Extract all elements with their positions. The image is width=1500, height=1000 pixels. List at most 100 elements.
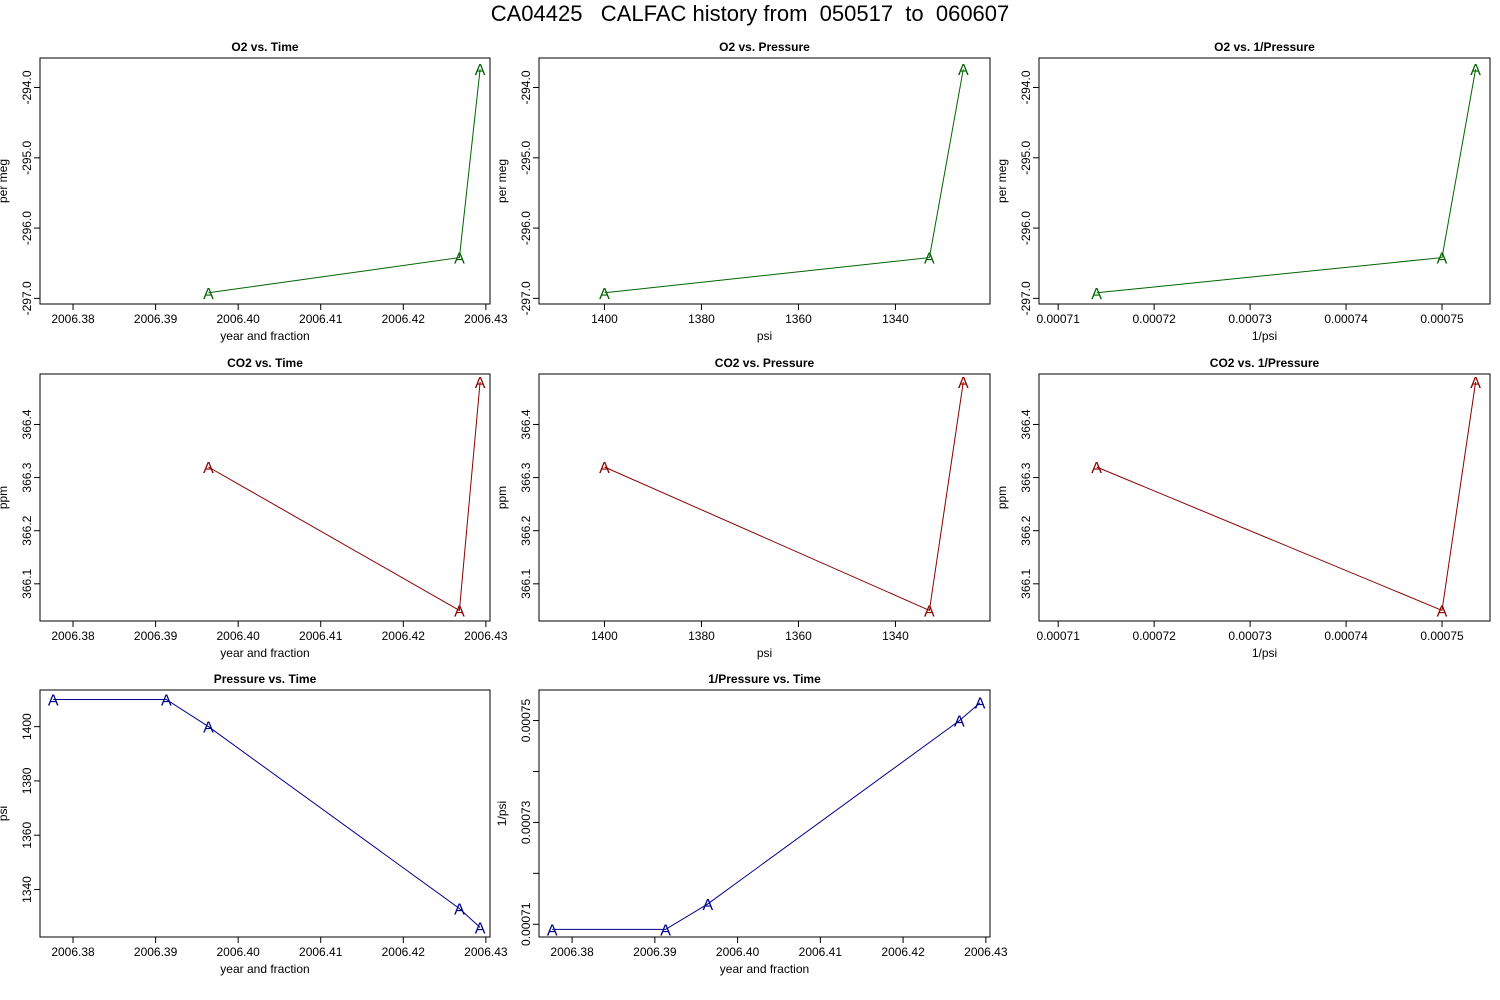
- chart-o2-vs-pressure-title: O2 vs. Pressure: [719, 40, 810, 54]
- chart-co2-vs-1-pressure: CO2 vs. 1/Pressure 1/psi ppm 0.00071 0.00072…: [995, 356, 1491, 660]
- chart-o2-vs-pressure-ylabel: per meg: [495, 159, 509, 203]
- chart-o2-vs-1-pressure-xtick-label: 0.00073: [1228, 312, 1272, 326]
- chart-co2-vs-time-xtick-label: 2006.42: [382, 629, 426, 643]
- chart-o2-vs-pressure-ytick-label: -294.0: [519, 70, 533, 104]
- chart-co2-vs-pressure-ytick-label: 366.4: [519, 409, 533, 439]
- chart-o2-vs-1-pressure-ytick-label: -296.0: [1019, 211, 1033, 245]
- chart-co2-vs-pressure-xtick-label: 1400: [591, 629, 618, 643]
- chart-o2-vs-pressure-xlabel: psi: [757, 329, 772, 343]
- chart-co2-vs-1-pressure-xtick-label: 0.00072: [1132, 629, 1176, 643]
- chart-co2-vs-1-pressure-xtick-label: 0.00071: [1036, 629, 1080, 643]
- chart-pressure-vs-time-point: A: [203, 720, 214, 737]
- chart-o2-vs-1-pressure-ytick-label: -294.0: [1019, 70, 1033, 104]
- chart-1-pressure-vs-time-frame: [538, 689, 991, 938]
- chart-o2-vs-pressure-xtick-label: 1360: [785, 312, 812, 326]
- chart-pressure-vs-time-ytick-label: 1340: [20, 876, 34, 903]
- chart-co2-vs-1-pressure-ytick-label: 366.4: [1019, 409, 1033, 439]
- chart-o2-vs-1-pressure-ylabel: per meg: [995, 159, 1009, 203]
- chart-pressure-vs-time-point: A: [454, 902, 465, 919]
- chart-1-pressure-vs-time-point: A: [954, 714, 965, 731]
- chart-co2-vs-1-pressure-ytick-label: 366.1: [1019, 568, 1033, 598]
- chart-co2-vs-pressure-point: A: [958, 375, 969, 392]
- chart-co2-vs-time-point: A: [203, 460, 214, 477]
- chart-co2-vs-1-pressure-xtick-label: 0.00075: [1420, 629, 1464, 643]
- chart-1-pressure-vs-time-ytick-label: 0.00075: [519, 699, 533, 743]
- chart-o2-vs-1-pressure-title: O2 vs. 1/Pressure: [1214, 40, 1315, 54]
- chart-co2-vs-time-xtick-label: 2006.40: [216, 629, 260, 643]
- chart-co2-vs-pressure-ytick-label: 366.3: [519, 462, 533, 492]
- chart-o2-vs-time-point: A: [454, 251, 465, 268]
- chart-1-pressure-vs-time-xtick-label: 2006.43: [964, 945, 1008, 959]
- chart-o2-vs-time-ytick-label: -296.0: [20, 211, 34, 245]
- chart-1-pressure-vs-time-xtick-label: 2006.39: [633, 945, 677, 959]
- chart-o2-vs-time-xtick-label: 2006.38: [51, 312, 95, 326]
- chart-co2-vs-1-pressure-point: A: [1470, 375, 1481, 392]
- chart-pressure-vs-time: Pressure vs. Time year and fraction psi 200…: [0, 672, 508, 976]
- chart-co2-vs-time-point: A: [454, 603, 465, 620]
- chart-o2-vs-time-xtick-label: 2006.42: [382, 312, 426, 326]
- chart-pressure-vs-time-ytick-label: 1400: [20, 713, 34, 740]
- chart-1-pressure-vs-time-xtick-label: 2006.38: [550, 945, 594, 959]
- chart-co2-vs-1-pressure-xtick-label: 0.00074: [1324, 629, 1368, 643]
- chart-o2-vs-1-pressure-point: A: [1470, 62, 1481, 79]
- chart-o2-vs-1-pressure-series-line: [1096, 69, 1477, 294]
- chart-o2-vs-time: O2 vs. Time year and fraction per meg 2006.…: [0, 40, 508, 343]
- chart-co2-vs-time: CO2 vs. Time year and fraction ppm 2006.38 2…: [0, 356, 508, 660]
- chart-o2-vs-1-pressure-xtick-label: 0.00071: [1036, 312, 1080, 326]
- chart-co2-vs-time-xtick-label: 2006.41: [299, 629, 343, 643]
- chart-o2-vs-pressure-ytick-label: -297.0: [519, 281, 533, 315]
- chart-1-pressure-vs-time-title: 1/Pressure vs. Time: [708, 672, 821, 686]
- chart-1-pressure-vs-time-ylabel: 1/psi: [495, 801, 509, 826]
- chart-co2-vs-pressure-series-line: [604, 381, 964, 612]
- chart-o2-vs-time-ytick-label: -295.0: [20, 140, 34, 174]
- chart-o2-vs-1-pressure-xtick-label: 0.00074: [1324, 312, 1368, 326]
- chart-pressure-vs-time-xtick-label: 2006.43: [464, 945, 508, 959]
- chart-1-pressure-vs-time-point: A: [975, 696, 986, 713]
- chart-pressure-vs-time-xtick-label: 2006.42: [382, 945, 426, 959]
- chart-o2-vs-time-point: A: [475, 62, 486, 79]
- chart-pressure-vs-time-xtick-label: 2006.38: [51, 945, 95, 959]
- chart-co2-vs-1-pressure-ytick-label: 366.2: [1019, 515, 1033, 545]
- chart-co2-vs-pressure-ylabel: ppm: [495, 486, 509, 509]
- chart-co2-vs-pressure-frame: [538, 373, 991, 622]
- chart-pressure-vs-time-ylabel: psi: [0, 806, 10, 821]
- page-title: CA04425 CALFAC history from 050517 to 06…: [490, 1, 1010, 26]
- chart-1-pressure-vs-time-ytick-label: 0.00073: [519, 800, 533, 844]
- chart-co2-vs-pressure-xtick-label: 1360: [785, 629, 812, 643]
- chart-o2-vs-pressure-point: A: [958, 62, 969, 79]
- chart-o2-vs-pressure-ytick-label: -295.0: [519, 140, 533, 174]
- chart-o2-vs-time-xtick-label: 2006.43: [464, 312, 508, 326]
- chart-o2-vs-1-pressure-ytick-label: -297.0: [1019, 281, 1033, 315]
- chart-co2-vs-1-pressure-xlabel: 1/psi: [1252, 646, 1277, 660]
- chart-co2-vs-1-pressure-series-line: [1096, 381, 1477, 612]
- chart-co2-vs-1-pressure-title: CO2 vs. 1/Pressure: [1210, 356, 1320, 370]
- chart-co2-vs-time-ylabel: ppm: [0, 486, 10, 509]
- chart-co2-vs-time-title: CO2 vs. Time: [227, 356, 303, 370]
- chart-co2-vs-pressure-point: A: [599, 460, 610, 477]
- chart-o2-vs-1-pressure-xtick-label: 0.00072: [1132, 312, 1176, 326]
- chart-pressure-vs-time-series-line: [53, 699, 481, 928]
- chart-o2-vs-1-pressure: O2 vs. 1/Pressure 1/psi per meg 0.00071 0.00…: [995, 40, 1491, 343]
- chart-co2-vs-time-ytick-label: 366.1: [20, 568, 34, 598]
- chart-1-pressure-vs-time-series-line: [552, 702, 981, 930]
- chart-co2-vs-time-series-line: [208, 381, 481, 612]
- chart-pressure-vs-time-xlabel: year and fraction: [220, 962, 309, 976]
- chart-o2-vs-time-xtick-label: 2006.40: [216, 312, 260, 326]
- chart-o2-vs-pressure: O2 vs. Pressure psi per meg 1400 1380 1360 134…: [495, 40, 991, 343]
- chart-o2-vs-1-pressure-xtick-label: 0.00075: [1420, 312, 1464, 326]
- chart-pressure-vs-time-xtick-label: 2006.40: [216, 945, 260, 959]
- chart-co2-vs-1-pressure-ytick-label: 366.3: [1019, 462, 1033, 492]
- chart-o2-vs-time-point: A: [203, 286, 214, 303]
- chart-o2-vs-time-title: O2 vs. Time: [231, 40, 298, 54]
- chart-o2-vs-1-pressure-ytick-label: -295.0: [1019, 140, 1033, 174]
- chart-o2-vs-time-ylabel: per meg: [0, 159, 10, 203]
- chart-co2-vs-time-ytick-label: 366.3: [20, 462, 34, 492]
- chart-o2-vs-time-xtick-label: 2006.41: [299, 312, 343, 326]
- chart-o2-vs-1-pressure-point: A: [1437, 251, 1448, 268]
- chart-o2-vs-time-ytick-label: -297.0: [20, 281, 34, 315]
- chart-co2-vs-time-xtick-label: 2006.39: [134, 629, 178, 643]
- chart-o2-vs-pressure-point: A: [599, 286, 610, 303]
- chart-o2-vs-1-pressure-frame: [1038, 57, 1491, 305]
